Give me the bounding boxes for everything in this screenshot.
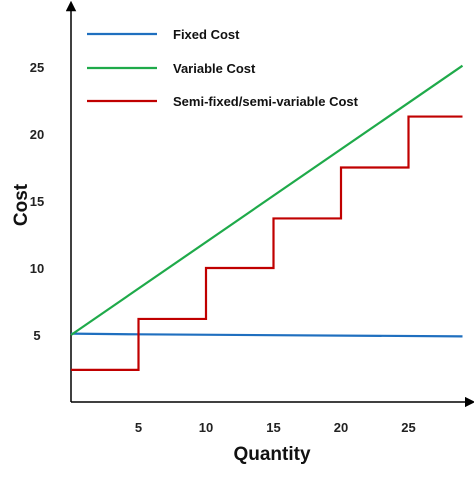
x-tick-label: 20 xyxy=(334,420,348,435)
legend-label: Semi-fixed/semi-variable Cost xyxy=(173,94,359,109)
legend-label: Fixed Cost xyxy=(173,27,240,42)
y-tick-label: 15 xyxy=(30,194,44,209)
legend: Fixed Cost Variable Cost Semi-fixed/semi-v… xyxy=(87,27,359,109)
series-layer xyxy=(70,64,464,371)
y-tick-labels: 5 10 15 20 25 xyxy=(30,60,44,343)
legend-label: Variable Cost xyxy=(173,61,256,76)
y-axis-title: Cost xyxy=(11,183,32,226)
x-tick-label: 25 xyxy=(401,420,415,435)
x-tick-labels: 5 10 15 20 25 xyxy=(135,420,416,435)
series-line-2 xyxy=(70,64,464,336)
x-tick-label: 5 xyxy=(135,420,142,435)
y-tick-label: 25 xyxy=(30,60,44,75)
y-tick-label: 5 xyxy=(33,328,40,343)
series-line-1 xyxy=(70,332,463,338)
x-tick-label: 10 xyxy=(199,420,213,435)
y-tick-label: 20 xyxy=(30,127,44,142)
y-tick-label: 10 xyxy=(30,261,44,276)
x-tick-label: 15 xyxy=(266,420,280,435)
series-line-3 xyxy=(71,115,463,371)
x-axis-title: Quantity xyxy=(233,444,310,465)
